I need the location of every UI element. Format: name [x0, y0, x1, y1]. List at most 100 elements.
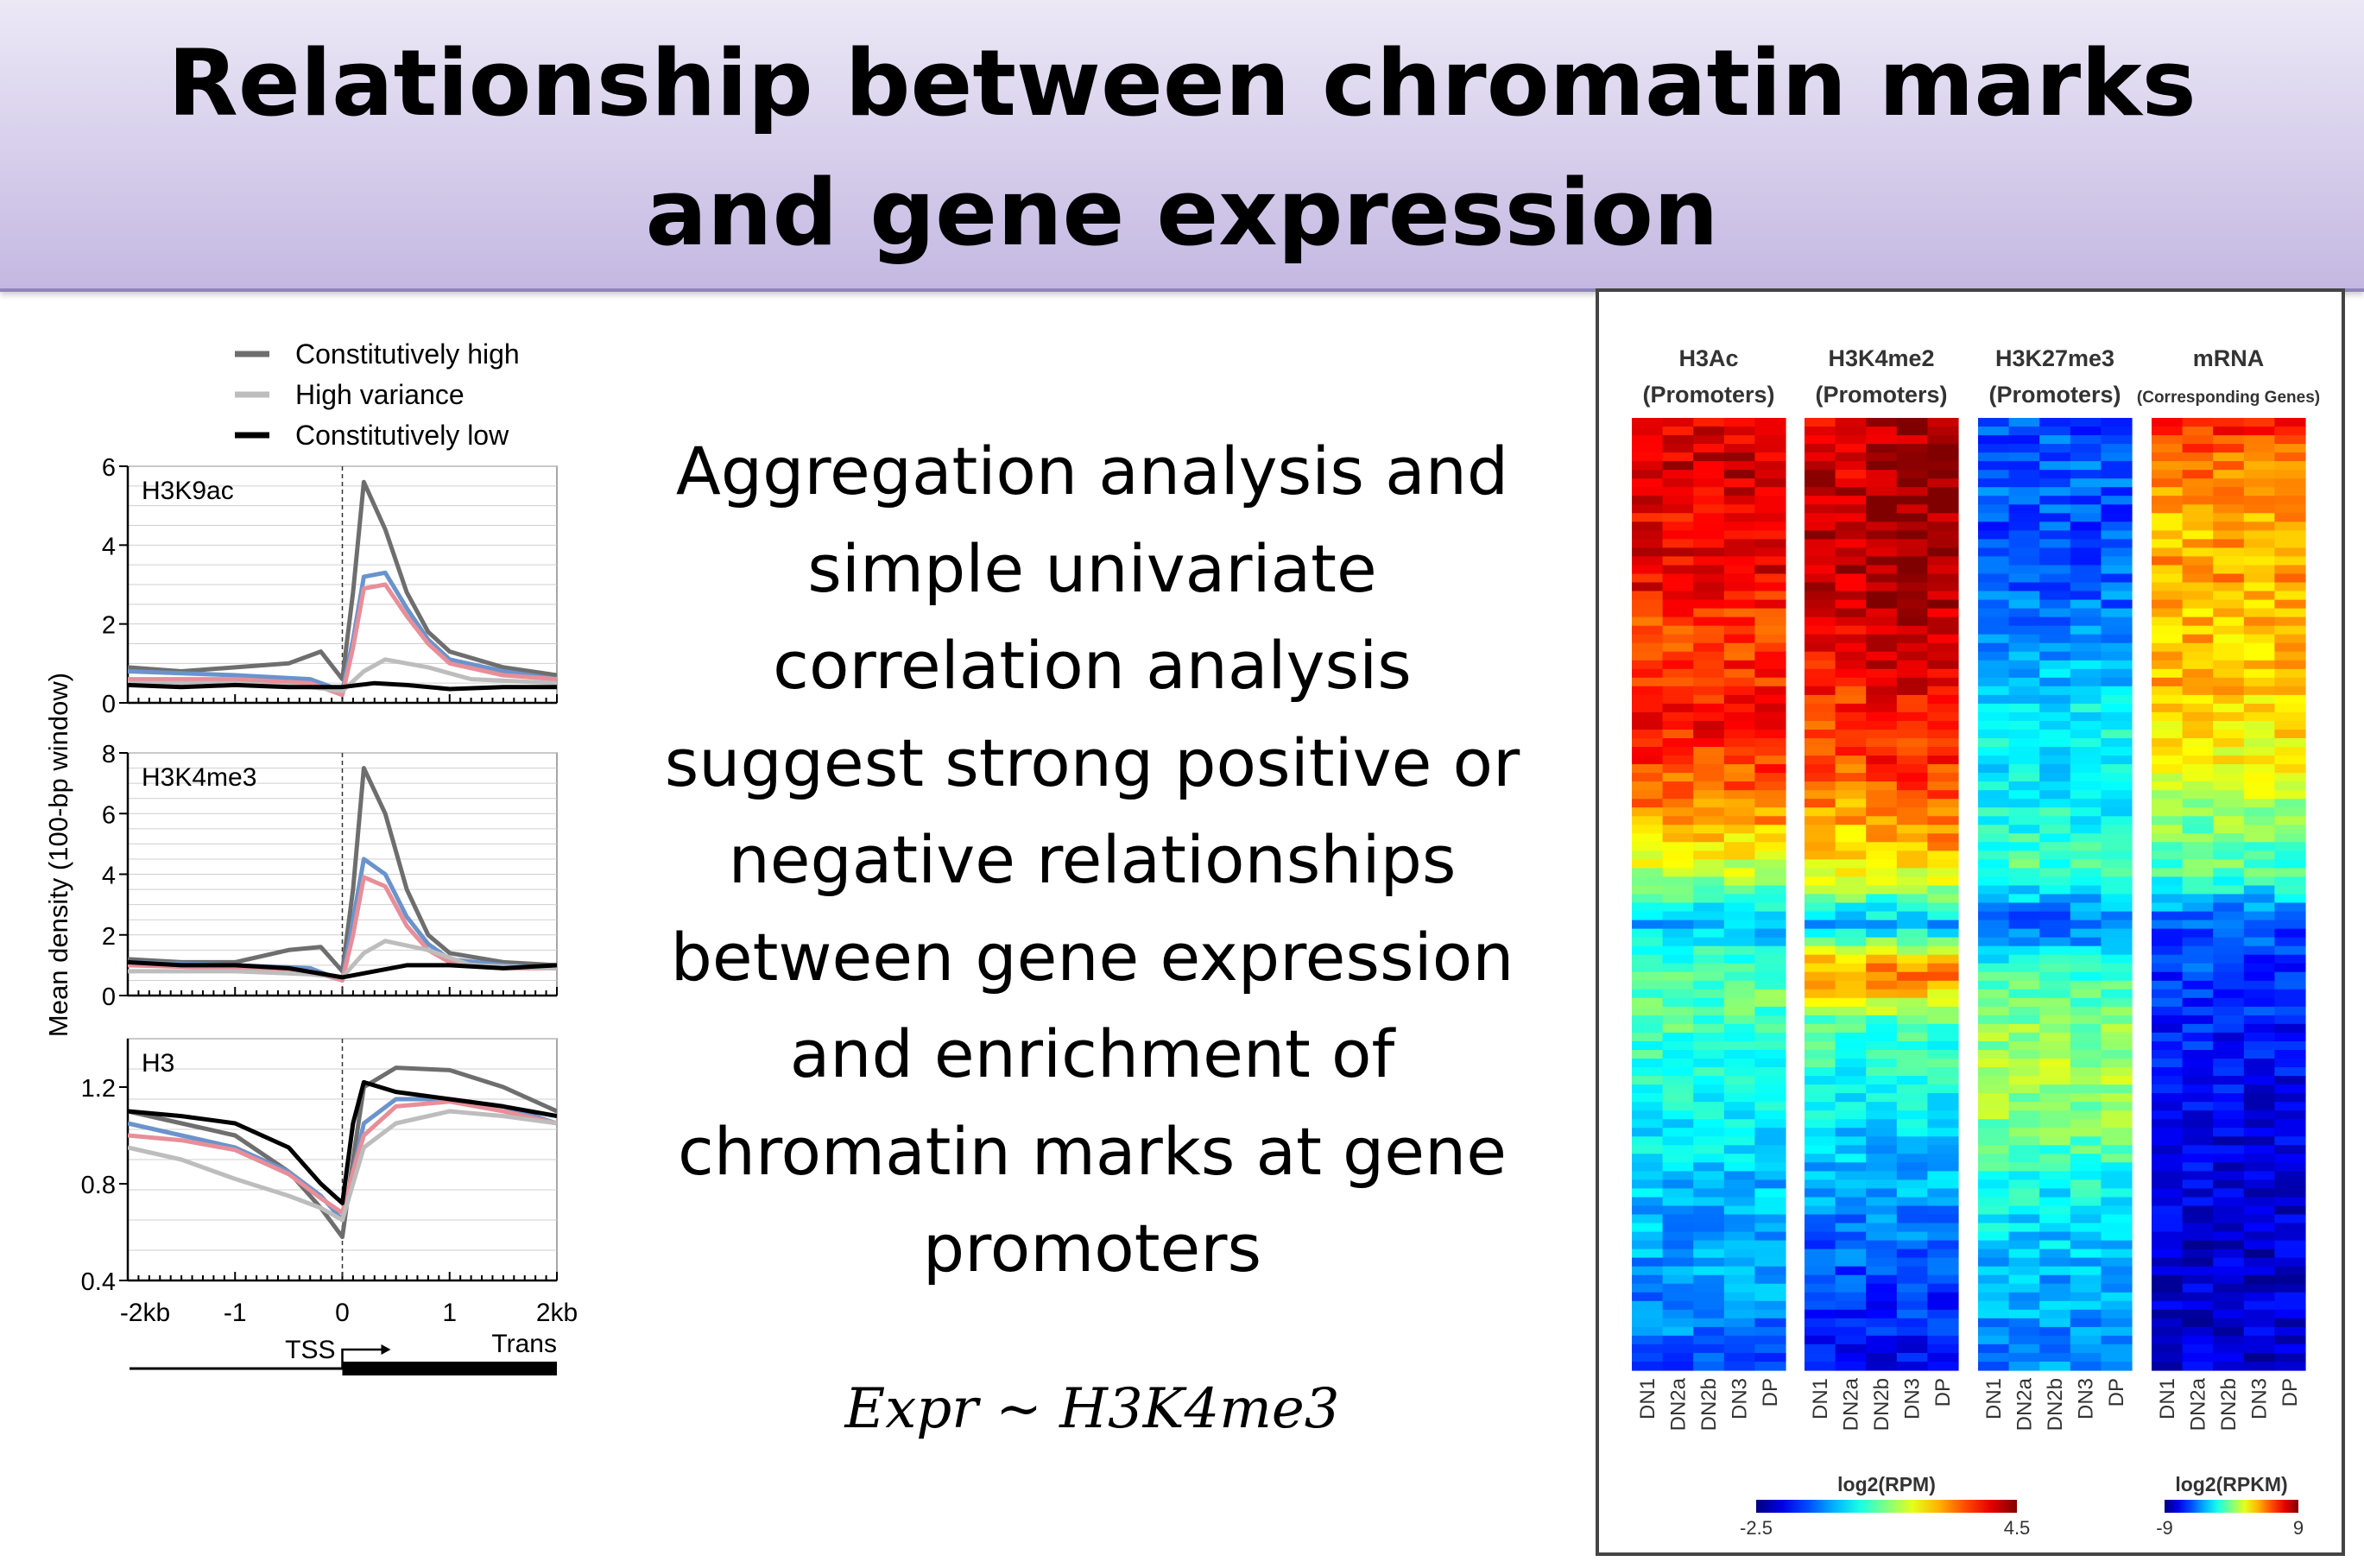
heatmap-cell: [2213, 1059, 2245, 1068]
heatmap-cell: [2101, 1067, 2133, 1077]
heatmap-cell: [2101, 539, 2133, 548]
heatmap-cell: [1866, 1145, 1898, 1154]
heatmap-cell: [2070, 539, 2102, 548]
heatmap-cell: [1978, 1257, 2010, 1268]
heatmap-cell: [1866, 427, 1898, 436]
heatmap-cell: [1927, 902, 1959, 913]
column-label: DP: [2279, 1378, 2302, 1407]
heatmap-cell: [1723, 608, 1755, 618]
heatmap-cell: [2152, 478, 2184, 488]
heatmap-cell: [2101, 711, 2133, 722]
heatmap-cell: [2039, 902, 2071, 913]
heatmap-cell: [2152, 1274, 2184, 1285]
heatmap-cell: [1754, 1344, 1786, 1354]
heatmap-cell: [1896, 668, 1928, 679]
heatmap-cell: [1896, 1093, 1928, 1103]
heatmap-cell: [1978, 711, 2010, 722]
heatmap-cell: [1723, 1309, 1755, 1319]
heatmap-cell: [1927, 989, 1959, 999]
heatmap-cell: [1693, 418, 1725, 427]
heatmap-cell: [2008, 435, 2040, 445]
heatmap-cell: [1754, 1223, 1786, 1233]
heatmap-cell: [1927, 825, 1959, 834]
heatmap-cell: [2243, 591, 2275, 601]
heatmap-cell: [2070, 1231, 2102, 1242]
heatmap-cell: [2213, 1344, 2245, 1354]
heatmap-cell: [2182, 556, 2214, 566]
heatmap-cell: [2274, 1128, 2306, 1137]
heatmap-cell: [1866, 1023, 1898, 1034]
heatmap-cell: [1805, 738, 1836, 748]
heatmap-cell: [1927, 530, 1959, 540]
heatmap-cell: [2008, 954, 2040, 964]
heatmap-cell: [2152, 859, 2184, 869]
heatmap-cell: [2182, 842, 2214, 851]
heatmap-cell: [2039, 1023, 2071, 1034]
heatmap-cell: [2243, 522, 2275, 531]
heatmap-cell: [1632, 582, 1664, 592]
heatmap-cell: [1866, 642, 1898, 653]
heatmap-cell: [2213, 721, 2245, 730]
heatmap-cell: [1632, 452, 1664, 462]
heatmap-cell: [1835, 478, 1867, 488]
heatmap-cell: [2274, 1067, 2306, 1077]
heatmap-cell: [1723, 1015, 1755, 1025]
heatmap-cell: [2039, 1050, 2071, 1059]
heatmap-cell: [2182, 1326, 2214, 1337]
heatmap-cell: [1866, 1197, 1898, 1207]
x-tick-label: -2kb: [120, 1299, 170, 1327]
heatmap-cell: [2039, 470, 2071, 479]
y-tick-label: 2: [102, 923, 116, 951]
heatmap-cell: [1866, 1154, 1898, 1163]
heatmap-cell: [1866, 721, 1898, 730]
heatmap-cell: [2182, 868, 2214, 877]
heatmap-cell: [2070, 1283, 2102, 1293]
heatmap-cell: [1896, 773, 1928, 782]
heatmap-cell: [2182, 773, 2214, 782]
heatmap-cell: [2182, 565, 2214, 575]
heatmap-cell: [2274, 591, 2306, 601]
heatmap-cell: [1978, 1154, 2010, 1163]
heatmap-cell: [2182, 902, 2214, 913]
heatmap-cell: [1896, 1145, 1928, 1154]
heatmap-cell: [1805, 608, 1836, 618]
heatmap-cell: [1866, 547, 1898, 557]
heatmap-cell: [1723, 1274, 1755, 1285]
heatmap-cell: [1835, 616, 1867, 627]
heatmap-cell: [2101, 876, 2133, 886]
heatmap-cell: [1978, 1214, 2010, 1224]
heatmap-cell: [2101, 1128, 2133, 1137]
heatmap-cell: [1723, 825, 1755, 834]
heatmap-cell: [1693, 1344, 1725, 1354]
heatmap-cell: [2070, 599, 2102, 610]
heatmap-cell: [1835, 1076, 1867, 1085]
heatmap-cell: [2243, 1352, 2275, 1363]
heatmap-cell: [1632, 677, 1664, 687]
heatmap-cell: [2182, 928, 2214, 939]
heatmap-cell: [1693, 1197, 1725, 1207]
heatmap-cell: [1835, 539, 1867, 548]
series-line: [128, 582, 557, 698]
heatmap-cell: [1835, 781, 1867, 791]
heatmap-cell: [1978, 807, 2010, 817]
heatmap-cell: [1927, 435, 1959, 445]
heatmap-cell: [1978, 885, 2010, 895]
heatmap-cell: [2070, 625, 2102, 635]
heatmap-cell: [1866, 816, 1898, 825]
heatmap-cell: [2182, 711, 2214, 722]
heatmap-cell: [1866, 1188, 1898, 1198]
heatmap-cell: [2152, 522, 2184, 531]
heatmap-cell: [2213, 1006, 2245, 1016]
heatmap-cell: [1978, 1309, 2010, 1319]
heatmap-cell: [2101, 444, 2133, 453]
heatmap-cell: [1662, 711, 1694, 722]
heatmap-cell: [2101, 1240, 2133, 1250]
heatmap-cell: [2213, 1326, 2245, 1337]
heatmap-cell: [2101, 1292, 2133, 1302]
heatmap-cell: [1632, 1032, 1664, 1042]
heatmap-cell: [1693, 530, 1725, 540]
heatmap-cell: [1896, 1326, 1928, 1337]
heatmap-cell: [1866, 1344, 1898, 1354]
heatmap-cell: [1693, 738, 1725, 748]
heatmap-cell: [2039, 1266, 2071, 1276]
